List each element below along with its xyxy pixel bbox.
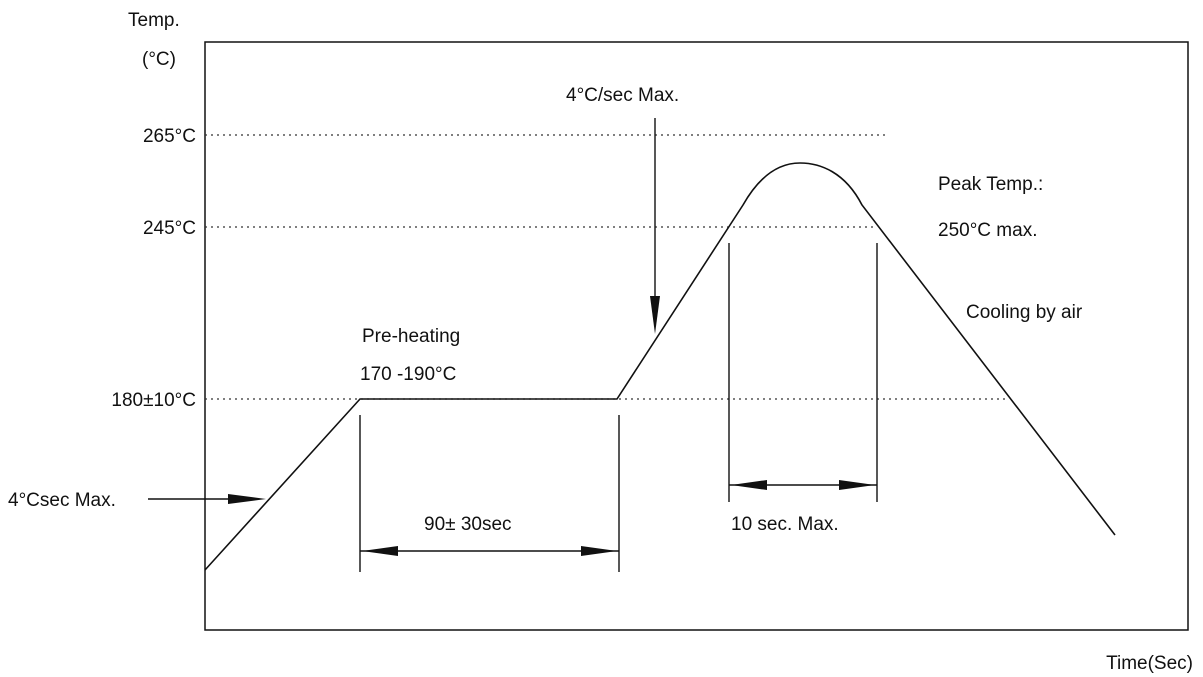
- preheat-label-line2: 170 -190°C: [360, 364, 456, 385]
- y-axis-label-line2: (°C): [142, 49, 176, 70]
- preheat-duration-arrow-left: [362, 546, 398, 556]
- preheat-duration-label: 90± 30sec: [424, 514, 512, 535]
- preheat-duration-arrow-right: [581, 546, 617, 556]
- cooling-label: Cooling by air: [966, 302, 1083, 323]
- ramp-rate-left-label: 4°Csec Max.: [8, 490, 116, 511]
- y-axis-label-line1: Temp.: [128, 10, 180, 31]
- y-level-label-245: 245°C: [143, 218, 196, 239]
- peak-duration-label: 10 sec. Max.: [731, 514, 839, 535]
- y-level-label-265: 265°C: [143, 126, 196, 147]
- ramp-rate-top-label: 4°C/sec Max.: [566, 85, 679, 106]
- ramp-rate-arrow-top-head: [650, 296, 660, 334]
- preheat-label-line1: Pre-heating: [362, 326, 460, 347]
- peak-temp-label-line1: Peak Temp.:: [938, 174, 1043, 195]
- x-axis-label: Time(Sec): [1106, 653, 1193, 674]
- peak-duration-arrow-left: [731, 480, 767, 490]
- peak-duration-arrow-right: [839, 480, 875, 490]
- ramp-rate-arrow-left-head: [228, 494, 266, 504]
- peak-temp-label-line2: 250°C max.: [938, 220, 1037, 241]
- y-level-label-180: 180±10°C: [111, 390, 196, 411]
- plot-frame: [204, 41, 1189, 631]
- temperature-profile-curve: [204, 162, 1116, 571]
